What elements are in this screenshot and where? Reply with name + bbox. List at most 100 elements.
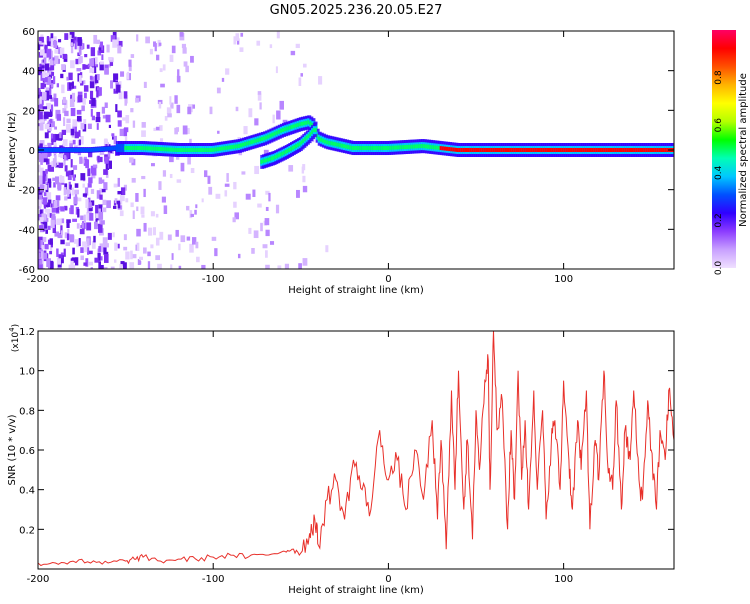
heatmap-cell	[259, 102, 262, 110]
spectral-ridge	[490, 148, 495, 152]
heatmap-cell	[167, 113, 172, 118]
heatmap-cell	[118, 81, 122, 89]
heatmap-cell	[74, 123, 77, 133]
heatmap-cell	[50, 121, 55, 128]
heatmap-cell	[115, 104, 118, 113]
spectral-ridge	[94, 147, 99, 152]
heatmap-cell	[108, 57, 113, 61]
heatmap-cell	[74, 183, 79, 188]
heatmap-cell	[58, 162, 63, 169]
heatmap-cell	[38, 164, 41, 173]
heatmap-cell	[77, 91, 83, 98]
heatmap-cell	[71, 187, 74, 196]
heatmap-cell	[97, 87, 102, 96]
heatmap-cell	[260, 222, 263, 232]
spectral-ridge	[242, 142, 247, 147]
snr-y-label: SNR (10 * v/v)	[7, 414, 18, 485]
spectral-ridge	[445, 146, 450, 151]
heatmap-cell	[39, 260, 43, 265]
heatmap-cell	[80, 122, 85, 130]
heatmap-cell	[190, 168, 195, 174]
heatmap-cell	[162, 64, 166, 71]
heatmap-cell	[45, 169, 48, 174]
heatmap-cell	[180, 162, 185, 172]
heatmap-cell	[120, 261, 125, 266]
heatmap-cell	[42, 59, 45, 63]
heatmap-cell	[66, 76, 69, 81]
heatmap-cell	[79, 228, 85, 235]
spectral-ridge	[374, 146, 379, 151]
spectral-ridge	[355, 146, 360, 151]
snr-frame	[38, 331, 674, 569]
heatmap-cell	[136, 242, 140, 252]
heatmap-cell	[108, 63, 111, 68]
spectral-ridge	[618, 148, 623, 152]
heatmap-cell	[91, 97, 96, 107]
spectral-ridge	[279, 128, 284, 133]
heatmap-cell	[90, 108, 93, 117]
spectral-ridge	[212, 147, 217, 152]
heatmap-cell	[57, 47, 62, 54]
heatmap-cell	[54, 126, 57, 130]
heatmap-cell	[113, 135, 118, 145]
heatmap-cell	[153, 41, 157, 47]
spectrogram-y-ticks: 60 40 20 0 -20 -40 -60	[19, 27, 674, 276]
spectral-ridge	[534, 148, 539, 152]
heatmap-cell	[72, 218, 77, 222]
heatmap-cell	[208, 186, 213, 195]
heatmap-cell	[43, 252, 48, 260]
spectral-ridge	[258, 137, 263, 142]
heatmap-cell	[74, 189, 80, 195]
heatmap-cell	[106, 44, 110, 53]
heatmap-cell	[68, 82, 73, 90]
heatmap-cell	[78, 57, 82, 65]
heatmap-cell	[192, 104, 196, 109]
heatmap-cell	[195, 204, 198, 209]
heatmap-cell	[99, 194, 103, 200]
heatmap-cell	[93, 34, 98, 44]
heatmap-cell	[104, 253, 109, 263]
heatmap-cell	[88, 261, 93, 266]
spectral-ridge	[275, 130, 280, 135]
heatmap-cell	[234, 212, 239, 220]
spectral-ridge	[271, 132, 276, 137]
heatmap-cell	[99, 188, 104, 194]
spectral-ridge	[265, 135, 270, 140]
heatmap-cell	[72, 174, 76, 181]
heatmap-cell	[99, 243, 104, 253]
heatmap-cell	[42, 170, 46, 177]
heatmap-cell	[77, 95, 83, 103]
spectral-ridge	[252, 139, 257, 144]
heatmap-cell	[44, 123, 50, 130]
spectral-ridge	[147, 146, 152, 151]
spectral-ridge	[485, 148, 490, 152]
spectral-ridge	[260, 136, 265, 141]
spectral-ridge	[229, 145, 234, 150]
spectral-ridge-secondary	[312, 128, 317, 133]
heatmap-cell	[40, 66, 45, 71]
heatmap-cell	[52, 177, 58, 181]
heatmap-cell	[145, 36, 150, 44]
heatmap-cell	[51, 213, 56, 221]
heatmap-cell	[143, 188, 146, 198]
heatmap-cell	[38, 252, 41, 259]
heatmap-cell	[126, 71, 130, 80]
spectral-ridge	[523, 148, 528, 152]
heatmap-cell	[107, 152, 111, 159]
spectral-ridge	[187, 148, 192, 152]
heatmap-cell	[236, 38, 240, 45]
spectral-ridge	[78, 148, 83, 152]
spectral-ridge	[378, 146, 383, 151]
spectral-ridge	[395, 145, 400, 150]
spectral-ridge	[284, 127, 289, 132]
heatmap-cell	[46, 192, 52, 200]
heatmap-cell	[235, 33, 240, 41]
heatmap-cell	[114, 198, 118, 204]
heatmap-cell	[70, 258, 75, 263]
heatmap-cell	[45, 72, 50, 77]
heatmap-cell	[49, 38, 55, 48]
spectral-ridge	[143, 146, 148, 151]
heatmap-cell	[102, 115, 108, 119]
heatmap-cell	[290, 50, 296, 56]
heatmap-cell	[118, 199, 123, 205]
